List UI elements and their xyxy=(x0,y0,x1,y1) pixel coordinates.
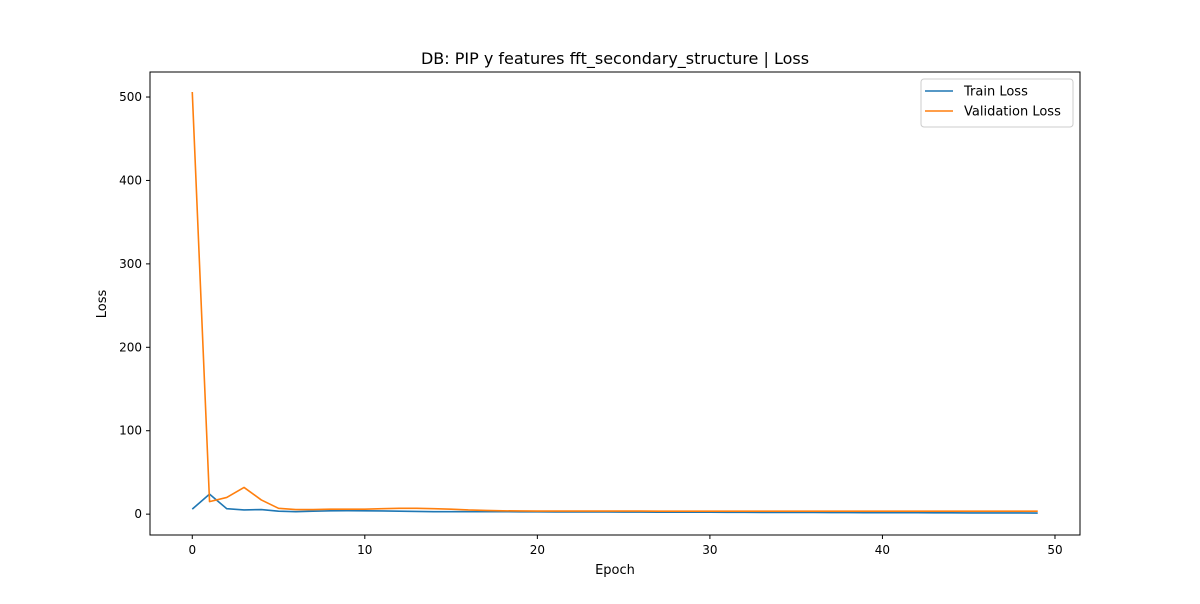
series-line-validation-loss xyxy=(191,91,1038,513)
plot-area xyxy=(191,91,1038,514)
legend-label-validation-loss: Validation Loss xyxy=(964,105,1061,120)
y-tick-label-200: 200 xyxy=(119,340,142,354)
y-tick-label-500: 500 xyxy=(119,90,142,104)
y-tick-label-100: 100 xyxy=(119,424,142,438)
x-axis-label: Epoch xyxy=(595,563,635,578)
x-tick-label-20: 20 xyxy=(530,543,545,557)
legend-box xyxy=(920,78,1074,128)
x-tick-label-50: 50 xyxy=(1047,543,1062,557)
legend: Train Loss Validation Loss xyxy=(920,78,1074,128)
series-line-train-loss xyxy=(191,493,1038,514)
y-tick-label-300: 300 xyxy=(119,257,142,271)
x-tick-label-0: 0 xyxy=(188,543,196,557)
legend-label-train-loss: Train Loss xyxy=(963,85,1028,100)
x-tick-label-10: 10 xyxy=(357,543,372,557)
chart-title: DB: PIP y features fft_secondary_structu… xyxy=(421,49,809,69)
y-tick-label-0: 0 xyxy=(134,507,142,521)
x-tick-label-30: 30 xyxy=(702,543,717,557)
y-axis-label: Loss xyxy=(95,290,110,319)
x-tick-label-40: 40 xyxy=(875,543,890,557)
y-tick-label-400: 400 xyxy=(119,173,142,187)
plot-frame xyxy=(149,71,1081,536)
